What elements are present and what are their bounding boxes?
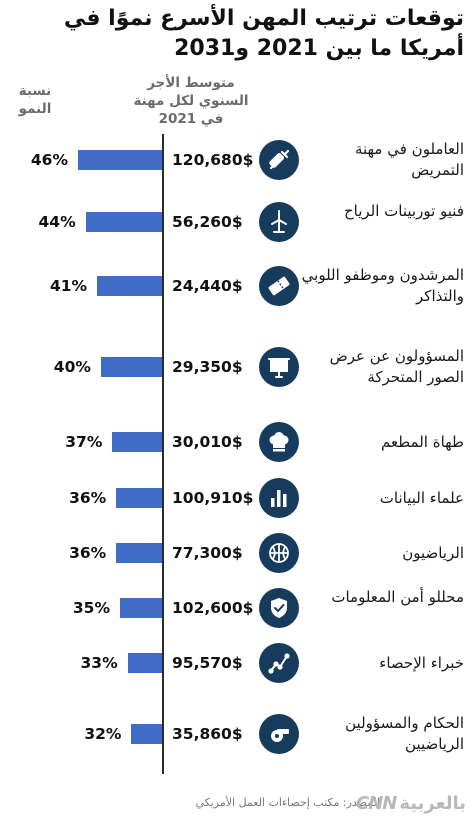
occupation-label: المرشدون وموظفو اللوبي والتذاكر [301,266,464,305]
growth-bar [112,432,162,452]
growth-value-label: 37% [65,433,103,451]
salary-label: 56,260$ [172,213,243,231]
growth-value-label: 40% [53,358,91,376]
chart-row: المرشدون وموظفو اللوبي والتذاكر 24,440$ 41… [0,264,474,324]
occupation-label: فنيو توربينات الرياح [343,202,464,220]
shield-check-icon [259,588,299,628]
chart-title: توقعات ترتيب المهن الأسرع نموًا في أمريك… [63,6,464,61]
projector-screen-icon [259,347,299,387]
growth-value-label: 46% [30,151,68,169]
occupation-label: الحكام والمسؤولين الرياضيين [345,714,464,753]
logo-arabic: بالعربية [399,792,466,814]
occupation-label: الرياضيون [402,543,464,562]
salary-label: 29,350$ [172,358,243,376]
chart-row: خبراء الإحصاء 95,570$ 33% [0,641,474,701]
growth-value-label: 36% [69,544,107,562]
occupation-label: علماء البيانات [379,488,464,507]
growth-column-header: نسبة النمو [18,83,52,117]
salary-column-header: متوسط الأجر السنوي لكل مهنة في 2021 [133,75,249,127]
salary-label: 77,300$ [172,544,243,562]
line-chart-icon [259,643,299,683]
chart-row: محللو أمن المعلومات 102,600$ 35% [0,586,474,646]
basketball-icon [259,533,299,573]
growth-value-label: 41% [49,277,88,295]
growth-value-label: 44% [38,213,76,231]
whistle-icon [259,714,299,754]
bar-axis-line [162,134,164,774]
chart-row: علماء البيانات 100,910$ 36% [0,476,474,536]
salary-label: 35,860$ [172,725,243,743]
logo-latin: CNN [356,792,397,814]
chart-row: فنيو توربينات الرياح 56,260$ 44% [0,200,474,260]
growth-value-label: 36% [69,489,107,507]
occupation-label: المسؤولون عن عرض الصور المتحركة [329,347,464,386]
salary-label: 100,910$ [172,489,254,507]
growth-value-label: 35% [72,599,110,617]
growth-bar [131,724,162,744]
chef-hat-icon [259,422,299,462]
chart-row: الرياضيون 77,300$ 36% [0,531,474,591]
logo: CNN بالعربية [356,790,466,816]
chart-row: الحكام والمسؤولين الرياضيين 35,860$ 32% [0,712,474,772]
ticket-icon [259,266,299,306]
growth-bar [85,212,162,232]
growth-bar [120,598,162,618]
growth-value-label: 33% [80,654,118,672]
chart-row: العاملون في مهنة التمريض 120,680$ 46% [0,138,474,198]
chart-row: طهاة المطعم 30,010$ 37% [0,420,474,480]
occupation-label: محللو أمن المعلومات [331,588,464,606]
occupation-label: العاملون في مهنة التمريض [354,140,464,179]
source-note: المصدر: مكتب إحصاءات العمل الأمريكي [195,796,380,809]
wind-turbine-icon [259,202,299,242]
occupation-label: طهاة المطعم [381,432,464,451]
occupation-label: خبراء الإحصاء [379,653,464,672]
salary-label: 24,440$ [172,277,243,295]
growth-bar [100,357,162,377]
growth-value-label: 32% [84,725,122,743]
growth-bar [97,276,162,296]
salary-label: 102,600$ [172,599,254,617]
syringe-icon [259,140,299,180]
growth-bar [127,653,162,673]
growth-bar [116,488,162,508]
chart-row: المسؤولون عن عرض الصور المتحركة 29,350$ 40… [0,345,474,405]
bar-chart-icon [259,478,299,518]
salary-label: 95,570$ [172,654,243,672]
salary-label: 120,680$ [172,151,254,169]
growth-bar [78,150,162,170]
growth-bar [116,543,162,563]
salary-label: 30,010$ [172,433,243,451]
